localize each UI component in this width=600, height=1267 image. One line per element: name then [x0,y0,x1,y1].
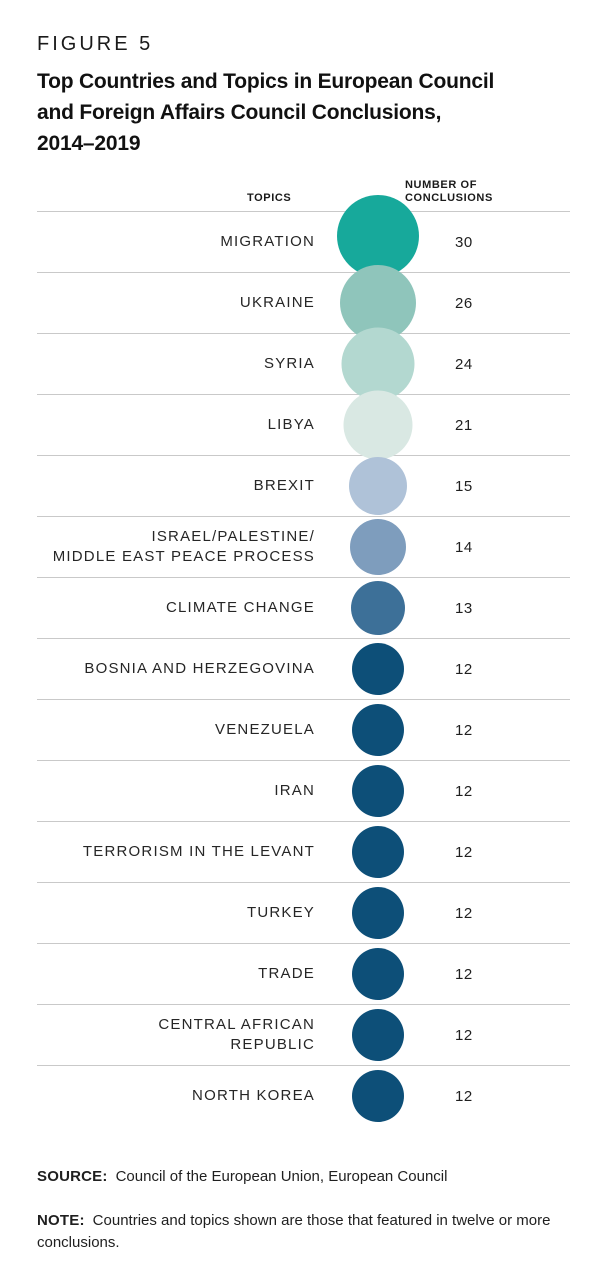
chart-row: CLIMATE CHANGE 13 [37,577,570,638]
chart-row: SYRIA 24 [37,327,570,401]
topic-label: TURKEY [246,904,315,921]
topic-label: ISRAEL/PALESTINE/ MIDDLE EAST PEACE PROC… [52,528,315,565]
bubble-cell [315,944,440,1004]
chart-row: MIGRATION 30 [37,195,570,277]
figure-page: FIGURE 5 Top Countries and Topics in Eur… [37,33,570,1254]
bubble [348,457,407,515]
bubble [349,519,406,575]
conclusion-count: 30 [455,233,473,251]
source-label: SOURCE: [37,1168,108,1185]
bubble [341,327,414,401]
bubble-cell [315,822,440,882]
bubble-cell [315,265,440,341]
topics-column-header: TOPICS [247,192,292,204]
conclusion-count: 12 [455,782,473,800]
bubble-cell [315,639,440,699]
source-text: Council of the European Union, European … [115,1168,448,1185]
conclusion-count: 12 [455,1087,473,1105]
bubble-cell [315,1066,440,1126]
note-line: NOTE: Countries and topics shown are thos… [37,1210,557,1254]
bubble [351,1009,404,1061]
chart-row: VENEZUELA 12 [37,699,570,760]
conclusion-count: 15 [455,477,473,495]
chart-row: TURKEY 12 [37,882,570,943]
topic-label: BREXIT [253,477,315,494]
conclusion-count: 12 [455,843,473,861]
source-line: SOURCE: Council of the European Union, Eu… [37,1166,570,1188]
bubble-cell [315,578,440,638]
chart-row: IRAN 12 [37,760,570,821]
conclusion-count: 12 [455,965,473,983]
topic-label: LIBYA [267,416,315,433]
bubble [343,390,412,460]
topic-label: SYRIA [263,355,315,372]
bubble [351,765,404,817]
chart-row: TERRORISM IN THE LEVANT 12 [37,821,570,882]
bubble [351,887,404,939]
note-label: NOTE: [37,1212,85,1229]
chart-row: BREXIT 15 [37,455,570,516]
chart-row: CENTRAL AFRICAN REPUBLIC 12 [37,1004,570,1065]
bubble-cell [315,883,440,943]
conclusion-count: 24 [455,355,473,373]
conclusion-count: 13 [455,599,473,617]
chart-row: NORTH KOREA 12 [37,1065,570,1126]
bubble [351,826,404,878]
bubble-cell [315,700,440,760]
bubble [351,1070,404,1122]
number-column-header: NUMBER OF CONCLUSIONS [405,179,493,204]
conclusion-count: 12 [455,904,473,922]
topic-label: TRADE [258,965,315,982]
conclusion-count: 14 [455,538,473,556]
bubble [336,195,419,277]
bubble-cell [315,456,440,516]
topic-label: BOSNIA AND HERZEGOVINA [84,660,315,677]
bubble-cell [315,327,440,401]
bubble [351,948,404,1000]
bubble-cell [315,761,440,821]
conclusion-count: 12 [455,721,473,739]
topic-label: UKRAINE [239,294,315,311]
conclusion-count: 26 [455,294,473,312]
topic-label: VENEZUELA [215,721,315,738]
topic-label: MIGRATION [220,233,315,250]
bubble-chart: TOPICS NUMBER OF CONCLUSIONS MIGRATION 3… [37,159,570,1126]
chart-row: UKRAINE 26 [37,265,570,341]
note-text: Countries and topics shown are those tha… [37,1212,551,1251]
bubble-cell [315,517,440,577]
topic-label: TERRORISM IN THE LEVANT [82,843,315,860]
topic-label: NORTH KOREA [192,1087,315,1104]
chart-row: BOSNIA AND HERZEGOVINA 12 [37,638,570,699]
bubble [351,704,404,756]
figure-footer: SOURCE: Council of the European Union, Eu… [37,1166,570,1254]
chart-rows: MIGRATION 30 UKRAINE 26 SYRIA 24 LIBYA [37,195,570,1126]
chart-row: LIBYA 21 [37,390,570,460]
topic-label: CENTRAL AFRICAN REPUBLIC [158,1016,315,1053]
bubble-cell [315,1005,440,1065]
topic-label: IRAN [274,782,315,799]
bubble [350,581,405,635]
topic-label: CLIMATE CHANGE [165,599,315,616]
bubble-cell [315,390,440,460]
chart-row: TRADE 12 [37,943,570,1004]
chart-row: ISRAEL/PALESTINE/ MIDDLE EAST PEACE PROC… [37,516,570,577]
bubble-cell [315,195,440,277]
bubble [351,643,404,695]
chart-header: TOPICS NUMBER OF CONCLUSIONS [37,159,570,211]
figure-title: Top Countries and Topics in European Cou… [37,70,495,155]
figure-label: FIGURE 5 [37,33,154,55]
conclusion-count: 12 [455,1026,473,1044]
conclusion-count: 12 [455,660,473,678]
conclusion-count: 21 [455,416,473,434]
